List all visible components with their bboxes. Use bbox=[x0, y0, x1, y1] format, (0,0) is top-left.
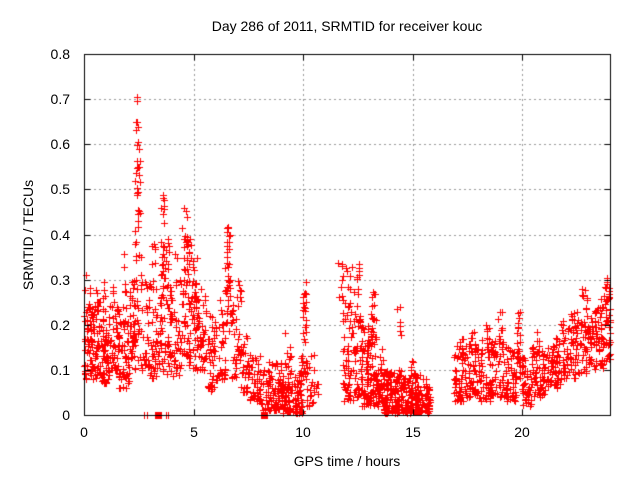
y-tick-label: 0.6 bbox=[50, 136, 70, 152]
y-tick-label: 0.1 bbox=[50, 362, 70, 378]
y-tick-label: 0.7 bbox=[50, 91, 70, 107]
x-tick-label: 20 bbox=[514, 424, 530, 440]
y-tick-label: 0.3 bbox=[50, 272, 70, 288]
y-tick-label: 0.4 bbox=[50, 227, 70, 243]
y-tick-label: 0 bbox=[62, 407, 70, 423]
x-tick-label: 10 bbox=[295, 424, 311, 440]
y-tick-label: 0.5 bbox=[50, 181, 70, 197]
x-tick-label: 15 bbox=[405, 424, 421, 440]
x-tick-label: 0 bbox=[80, 424, 88, 440]
y-tick-label: 0.8 bbox=[50, 46, 70, 62]
chart-title: Day 286 of 2011, SRMTID for receiver kou… bbox=[211, 18, 483, 34]
x-tick-label: 5 bbox=[190, 424, 198, 440]
y-tick-label: 0.2 bbox=[50, 317, 70, 333]
x-axis-label: GPS time / hours bbox=[293, 453, 401, 469]
